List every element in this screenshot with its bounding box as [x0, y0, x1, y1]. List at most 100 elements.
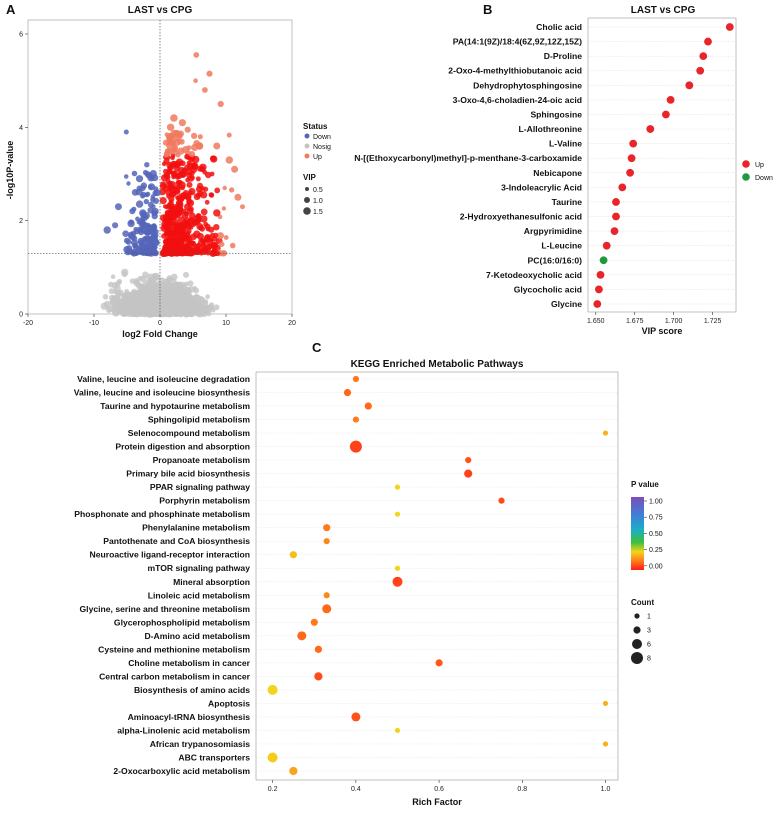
volcano-point — [200, 242, 207, 249]
legend-vip-medium — [304, 197, 310, 203]
volcano-point — [102, 294, 109, 300]
volcano-point — [197, 134, 203, 140]
volcano-point — [178, 308, 185, 315]
volcano-points — [100, 52, 245, 318]
vip-category-label: 3-Indoleacrylic Acid — [501, 182, 582, 192]
kegg-bubble — [322, 604, 332, 614]
volcano-point — [159, 197, 167, 205]
legend-vip-title: VIP — [303, 173, 317, 182]
volcano-point — [184, 126, 191, 133]
volcano-axes: -20 -10 0 10 20 0 2 4 6 — [19, 20, 296, 327]
volcano-point — [114, 203, 122, 211]
volcano-point — [129, 305, 135, 312]
volcano-point — [226, 132, 232, 138]
vip-category-label: Argpyrimidine — [524, 226, 582, 236]
kegg-xtick-label: 0.4 — [351, 786, 361, 793]
count-legend-swatch — [631, 652, 643, 664]
kegg-bubble — [289, 766, 298, 776]
volcano-point — [217, 100, 224, 108]
vip-point — [596, 270, 605, 279]
volcano-point — [129, 278, 135, 284]
volcano-point — [160, 224, 168, 232]
volcano-point — [177, 202, 183, 208]
volcano-point — [151, 209, 158, 217]
kegg-bubble — [289, 551, 297, 559]
volcano-point — [134, 307, 140, 314]
volcano-ytick-label: 2 — [19, 218, 23, 225]
kegg-pathway-label: mTOR signaling pathway — [147, 563, 250, 573]
volcano-point — [159, 304, 166, 311]
kegg-pathway-label: Taurine and hypotaurine metabolism — [100, 401, 250, 411]
vip-category-label: PC(16:0/16:0) — [528, 255, 583, 265]
volcano-xtick-label: 0 — [158, 320, 162, 327]
volcano-point — [143, 228, 151, 236]
vip-legend-up-label: Up — [755, 162, 764, 169]
pvalue-tick-label: 0.25 — [649, 547, 663, 554]
kegg-bubble — [394, 565, 401, 571]
volcano-point — [193, 78, 198, 83]
volcano-point — [222, 185, 227, 191]
volcano-point — [135, 200, 144, 208]
volcano-point — [140, 214, 147, 221]
volcano-point — [211, 241, 219, 249]
volcano-point — [216, 232, 224, 240]
kegg-legend: P value 1.00 0.75 0.50 0.25 0.00 Count 1 3 6 8 — [631, 480, 663, 664]
volcano-point — [171, 144, 178, 152]
volcano-point — [169, 309, 174, 315]
vip-point — [696, 66, 705, 75]
volcano-point — [200, 215, 208, 223]
vip-point — [593, 300, 602, 308]
volcano-point — [126, 181, 131, 186]
volcano-point — [213, 209, 221, 217]
vip-category-label: D-Proline — [544, 51, 582, 61]
volcano-point — [174, 129, 180, 135]
volcano-point — [168, 195, 175, 203]
kegg-pathway-label: Cysteine and methionine metabolism — [98, 644, 250, 654]
volcano-point — [153, 307, 159, 313]
kegg-title: KEGG Enriched Metabolic Pathways — [351, 359, 524, 370]
kegg-bubble — [465, 457, 472, 464]
volcano-point — [162, 213, 170, 222]
volcano-point — [162, 139, 169, 146]
volcano-point — [165, 174, 171, 180]
kegg-bubble — [364, 402, 372, 410]
volcano-ytick-label: 4 — [19, 125, 23, 132]
count-legend-swatch — [632, 639, 642, 649]
kegg-bubble — [310, 618, 318, 626]
volcano-point — [121, 271, 128, 278]
volcano-point — [195, 176, 201, 182]
volcano-point — [167, 169, 173, 175]
vip-point — [627, 154, 636, 163]
kegg-pathway-label: Mineral absorption — [173, 577, 250, 587]
vip-point — [626, 168, 634, 177]
volcano-point — [169, 244, 174, 250]
volcano-point — [193, 287, 200, 294]
volcano-point — [148, 311, 155, 317]
kegg-bubble — [394, 484, 401, 490]
panel-letter-b: B — [483, 2, 492, 17]
volcano-point — [123, 174, 129, 179]
volcano-point — [170, 140, 175, 146]
kegg-bubble — [351, 712, 361, 722]
volcano-point — [195, 310, 201, 316]
volcano-point — [209, 192, 215, 198]
volcano-point — [195, 242, 201, 249]
panel-c-kegg: C KEGG Enriched Metabolic Pathways Valin… — [74, 340, 663, 807]
volcano-point — [208, 302, 215, 308]
volcano-point — [116, 278, 123, 285]
vip-point — [646, 125, 655, 133]
volcano-point — [145, 222, 151, 229]
legend-status-title: Status — [303, 122, 328, 131]
kegg-pathway-label: Selenocompound metabolism — [128, 428, 251, 438]
vip-legend-down-swatch — [742, 173, 750, 181]
volcano-point — [168, 163, 175, 171]
kegg-bubble — [392, 576, 403, 587]
volcano-point — [163, 248, 171, 256]
volcano-point — [193, 247, 200, 254]
vip-point — [612, 198, 620, 206]
kegg-pathway-label: Central carbon metabolism in cancer — [99, 671, 251, 681]
volcano-point — [166, 123, 175, 131]
volcano-point — [184, 220, 192, 228]
volcano-point — [206, 70, 213, 77]
